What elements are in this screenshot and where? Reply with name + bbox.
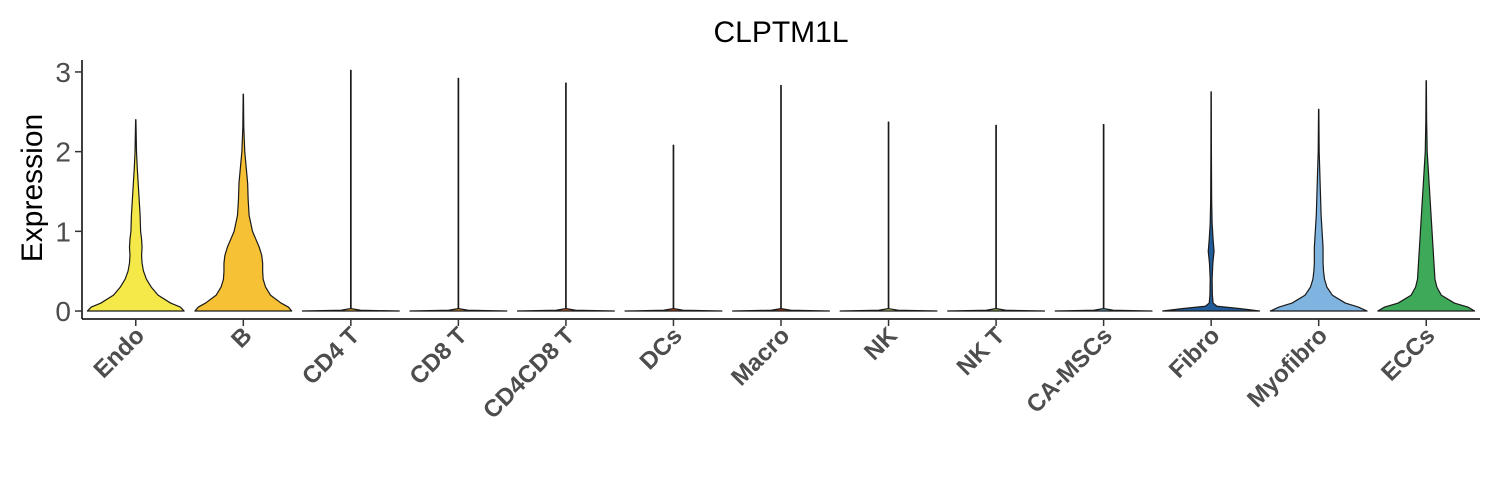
violin-endo bbox=[86, 119, 185, 312]
violin-myofibro bbox=[1269, 108, 1368, 312]
x-tick-label: Endo bbox=[88, 322, 150, 384]
violin-group bbox=[86, 69, 1476, 312]
violin-dcs bbox=[624, 144, 723, 312]
x-ticks: Endo B CD4 T CD8 T CD4CD8 T DCs Macro NK NK T CA-… bbox=[88, 319, 1440, 424]
violin-cd8-t bbox=[409, 77, 508, 312]
x-tick-label: NK T bbox=[952, 322, 1011, 381]
violin-fibro bbox=[1162, 91, 1261, 312]
violin-eccs bbox=[1377, 80, 1476, 312]
violin-ca-mscs bbox=[1054, 123, 1153, 312]
y-tick-label: 0 bbox=[55, 296, 71, 327]
x-tick-label: Myofibro bbox=[1242, 322, 1333, 413]
x-tick-label: NK bbox=[859, 322, 903, 366]
y-tick-label: 2 bbox=[55, 137, 71, 168]
x-tick-label: CD8 T bbox=[405, 322, 473, 390]
x-tick-label: CD4CD8 T bbox=[478, 322, 580, 424]
violin-nk bbox=[839, 121, 938, 312]
x-tick-label: ECCs bbox=[1376, 322, 1440, 386]
y-tick-label: 1 bbox=[55, 216, 71, 247]
violin-cd4-t bbox=[301, 69, 400, 312]
y-tick-label: 3 bbox=[55, 57, 71, 88]
x-tick-label: CA-MSCs bbox=[1021, 322, 1117, 418]
x-tick-label: Macro bbox=[726, 322, 795, 391]
y-ticks: 0 1 2 3 bbox=[55, 57, 82, 327]
x-tick-label: B bbox=[226, 322, 257, 353]
violin-nk-t bbox=[947, 124, 1046, 312]
violin-cd4cd8-t bbox=[516, 82, 615, 312]
chart-title: CLPTM1L bbox=[713, 16, 848, 49]
y-axis-label: Expression bbox=[16, 114, 49, 262]
x-tick-label: DCs bbox=[635, 322, 688, 375]
violin-b bbox=[194, 93, 293, 312]
violin-macro bbox=[732, 84, 830, 312]
x-tick-label: CD4 T bbox=[297, 322, 365, 390]
x-tick-label: Fibro bbox=[1164, 322, 1226, 384]
